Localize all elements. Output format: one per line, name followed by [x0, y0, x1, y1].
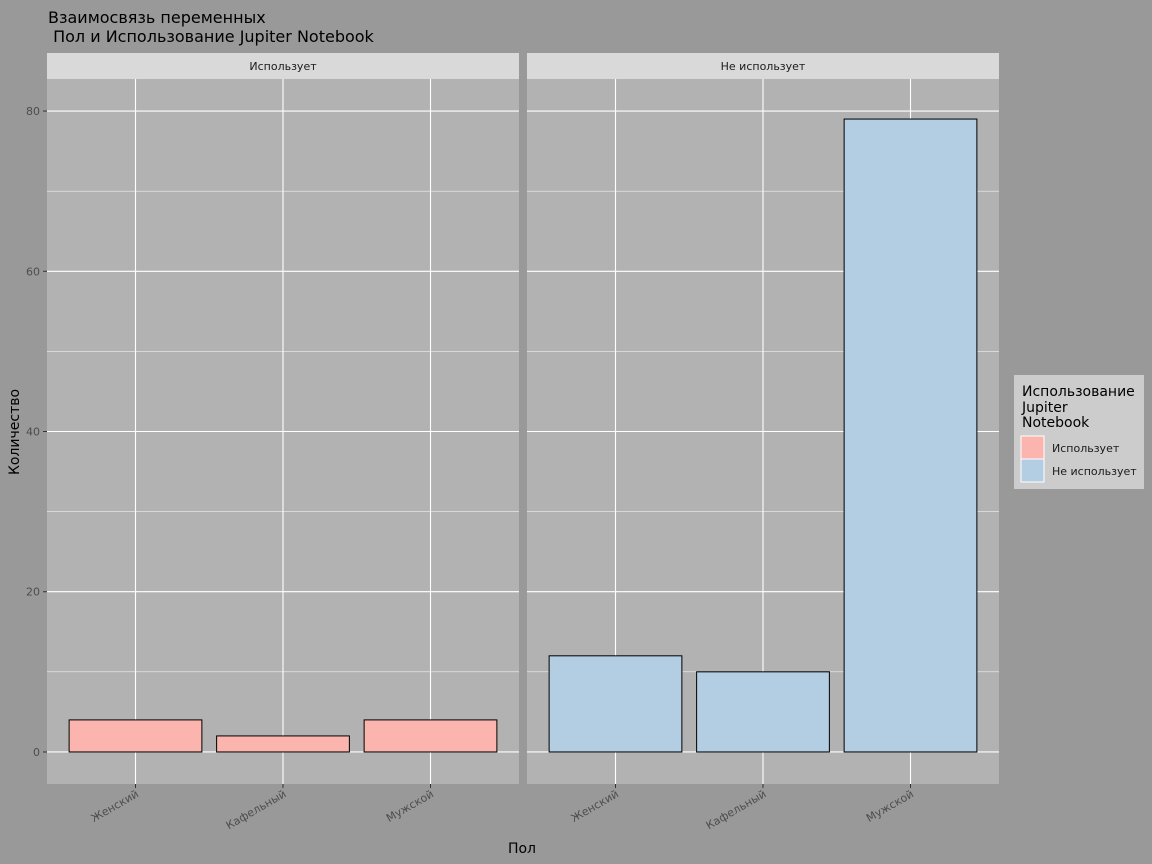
bar: [843, 118, 978, 753]
legend-key-uses: [1020, 435, 1045, 460]
x-axis-title: Пол: [508, 841, 536, 857]
y-tick-label: 40: [26, 426, 40, 439]
legend-label-uses: Использует: [1052, 442, 1120, 455]
chart-title-line1: Взаимосвязь переменных: [48, 8, 266, 27]
facet-strip-label: Использует: [249, 60, 317, 73]
facet-strip: [527, 53, 999, 79]
legend-key-not-uses: [1020, 458, 1045, 483]
y-tick-label: 0: [33, 746, 40, 759]
chart-title-line2: Пол и Использование Jupiter Notebook: [48, 27, 375, 46]
bar: [548, 655, 683, 753]
legend-title-line2: Jupiter: [1021, 400, 1068, 416]
legend-label-not-uses: Не использует: [1052, 465, 1137, 478]
x-tick-label: Женский: [89, 787, 141, 825]
facet-strip-label: Не использует: [721, 60, 806, 73]
y-tick-label: 80: [26, 105, 40, 118]
bar: [363, 719, 498, 753]
x-tick-label: Женский: [569, 787, 621, 825]
facet-panel: Использует Женский Кафельный Мужской: [47, 53, 519, 832]
facet-strip: [47, 53, 519, 79]
y-axis-title: Количество: [7, 389, 23, 475]
x-tick-label: Мужской: [864, 787, 916, 825]
bar: [696, 671, 830, 753]
y-tick-label: 60: [26, 265, 40, 278]
y-axis: 0 20 40 60 80: [26, 105, 47, 759]
x-tick-label: Кафельный: [704, 787, 769, 832]
bar: [216, 735, 350, 753]
facet-panel: Не использует Женский Кафельный Мужской: [527, 53, 999, 832]
legend-title-line1: Использование: [1022, 384, 1135, 400]
bar: [68, 719, 203, 753]
x-tick-label: Кафельный: [224, 787, 289, 832]
y-tick-label: 20: [26, 586, 40, 599]
legend-title-line3: Notebook: [1022, 415, 1090, 431]
legend: Использование Jupiter Notebook Используе…: [1014, 375, 1144, 489]
x-tick-label: Мужской: [384, 787, 436, 825]
